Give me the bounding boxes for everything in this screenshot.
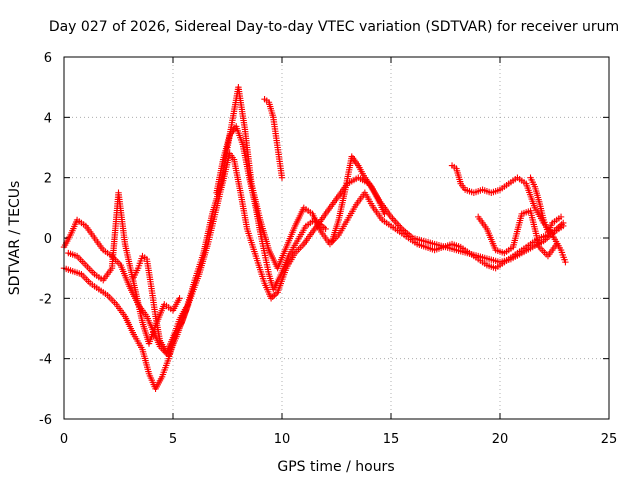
x-axis-label: GPS time / hours <box>277 459 394 475</box>
series-track-4 <box>130 252 190 356</box>
data-point <box>560 219 567 227</box>
tick-labels: 0 5 10 15 20 25 -6 -4 -2 0 2 4 6 <box>39 51 617 447</box>
series-track-7 <box>328 153 388 245</box>
y-tick-label: 2 <box>44 172 52 187</box>
y-tick-label: 4 <box>44 111 52 126</box>
data-point <box>553 240 560 248</box>
data-points <box>60 83 569 393</box>
y-axis-label: SDTVAR / TECUs <box>7 181 23 296</box>
x-tick-label: 25 <box>601 432 618 447</box>
y-tick-label: -6 <box>39 413 52 428</box>
data-point <box>176 295 183 302</box>
x-tick-label: 20 <box>492 432 509 447</box>
data-point <box>322 225 329 233</box>
chart-title: Day 027 of 2026, Sidereal Day-to-day VTE… <box>49 19 619 35</box>
x-tick-label: 10 <box>274 432 291 447</box>
data-point <box>562 258 569 266</box>
x-tick-label: 15 <box>383 432 400 447</box>
series-track-10 <box>527 174 565 236</box>
data-point <box>278 174 286 181</box>
series-track-8 <box>448 162 569 266</box>
data-point <box>381 210 388 218</box>
x-tick-label: 5 <box>169 432 177 447</box>
series-track-1 <box>60 150 567 393</box>
series-track-6 <box>261 96 286 181</box>
y-tick-label: -2 <box>39 292 52 307</box>
y-tick-label: -4 <box>39 353 52 368</box>
series-track-3 <box>65 189 183 347</box>
y-tick-label: 6 <box>44 51 52 66</box>
x-tick-label: 0 <box>60 432 68 447</box>
data-point <box>557 213 565 221</box>
series-track-5 <box>213 123 329 293</box>
plot-frame <box>63 56 610 420</box>
y-tick-label: 0 <box>44 232 52 247</box>
data-point <box>182 304 190 311</box>
series-track-9 <box>475 207 560 260</box>
